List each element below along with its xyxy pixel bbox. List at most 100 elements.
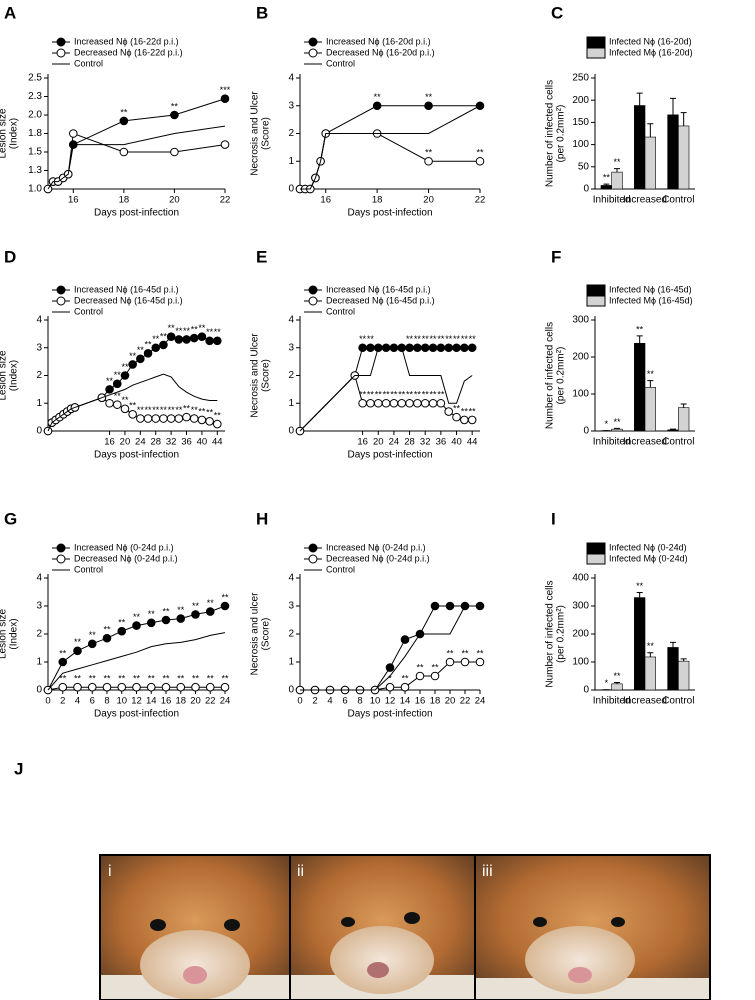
y-axis-label: (Score) xyxy=(261,618,272,651)
data-point xyxy=(400,682,410,692)
data-point xyxy=(220,94,230,104)
legend-marker xyxy=(308,285,318,295)
y-tick-label: 0 xyxy=(36,426,42,437)
legend-label: Increased Nϕ (16-45d p.i.) xyxy=(74,284,179,294)
significance-label: ** xyxy=(133,612,141,622)
x-tick-label: 4 xyxy=(327,696,332,707)
data-point xyxy=(413,343,422,353)
photo xyxy=(474,854,711,1000)
data-point xyxy=(87,682,97,692)
y-axis-label: Necrosis and ulcer xyxy=(250,592,261,675)
bar xyxy=(634,105,646,190)
data-point xyxy=(174,335,184,344)
significance-label: ** xyxy=(425,148,433,158)
y-tick-label: 3 xyxy=(288,100,294,111)
legend-label: Increased Nϕ (0-24d p.i.) xyxy=(74,542,174,552)
data-point xyxy=(119,116,129,126)
x-tick-label: 12 xyxy=(385,696,396,707)
x-tick-label: 16 xyxy=(161,696,172,707)
legend-label: Infected Nϕ (0-24d) xyxy=(609,542,687,552)
significance-label: ** xyxy=(375,390,383,400)
y-tick-label: 1.3 xyxy=(28,165,42,176)
significance-label: ** xyxy=(221,674,229,684)
data-point xyxy=(220,140,230,149)
significance-label: ** xyxy=(367,390,375,400)
legend-swatch xyxy=(586,542,606,554)
x-tick-label: 8 xyxy=(357,696,362,707)
legend-marker xyxy=(308,48,318,58)
data-point xyxy=(128,410,137,419)
significance-label: ** xyxy=(446,648,454,658)
significance-label: *** xyxy=(220,85,231,95)
y-axis-label: Lesion size xyxy=(0,350,9,400)
x-tick-label: 40 xyxy=(197,437,208,448)
data-point xyxy=(397,398,407,408)
y-tick-label: 0 xyxy=(583,426,589,437)
data-point xyxy=(73,682,82,692)
significance-label: ** xyxy=(453,334,461,344)
series-line xyxy=(47,373,218,432)
significance-label: ** xyxy=(114,370,122,380)
significance-label: ** xyxy=(406,334,414,344)
x-tick-label: 16 xyxy=(357,437,368,448)
significance-label: ** xyxy=(59,648,67,658)
significance-label: ** xyxy=(191,405,199,415)
legend-label: Infected Mϕ (16-45d) xyxy=(609,295,693,305)
y-tick-label: 1.8 xyxy=(28,128,42,139)
legend-label: Decreased Nϕ (16-45d p.i.) xyxy=(326,295,435,305)
x-tick-label: 12 xyxy=(131,696,142,707)
bar xyxy=(611,683,623,691)
significance-label: ** xyxy=(177,674,185,684)
significance-label: ** xyxy=(175,326,183,336)
legend-label: Increased Nϕ (16-20d p.i.) xyxy=(326,36,431,46)
data-point xyxy=(205,416,214,426)
x-tick-label: 10 xyxy=(116,696,127,707)
error-bar xyxy=(647,123,654,138)
y-tick-label: 0 xyxy=(288,426,294,437)
data-point xyxy=(182,412,191,422)
data-point xyxy=(146,682,156,692)
bar xyxy=(678,660,690,691)
data-point xyxy=(428,343,438,353)
significance-label: ** xyxy=(469,406,477,416)
data-point xyxy=(102,682,112,692)
x-axis-label: Days post-infection xyxy=(347,709,432,720)
bar xyxy=(667,429,679,432)
data-point xyxy=(444,407,453,416)
significance-label: ** xyxy=(647,641,655,651)
legend-swatch xyxy=(586,36,606,48)
significance-label: ** xyxy=(183,404,191,414)
data-point xyxy=(191,610,200,619)
x-tick-label: 28 xyxy=(404,437,415,448)
data-point xyxy=(176,614,186,623)
significance-label: ** xyxy=(152,405,160,415)
y-tick-label: 50 xyxy=(578,161,590,172)
panel-letter: G xyxy=(4,509,17,528)
error-bar xyxy=(636,592,643,598)
significance-label: ** xyxy=(445,334,453,344)
data-point xyxy=(128,360,137,369)
data-point xyxy=(420,398,430,408)
data-point xyxy=(430,671,440,681)
bar xyxy=(667,647,679,691)
data-point xyxy=(405,398,414,408)
significance-label: ** xyxy=(461,334,469,344)
legend-label: Infected Nϕ (16-20d) xyxy=(609,36,692,46)
y-tick-label: 1 xyxy=(288,398,294,409)
x-tick-label: 10 xyxy=(370,696,381,707)
legend-marker xyxy=(308,543,318,553)
data-point xyxy=(213,336,222,346)
x-tick-label: Increased xyxy=(623,195,667,206)
data-point xyxy=(161,615,171,625)
data-point xyxy=(460,657,470,667)
panel-letter: H xyxy=(256,509,268,528)
x-tick-label: 20 xyxy=(190,696,201,707)
legend-label: Control xyxy=(74,564,103,574)
data-point xyxy=(424,101,433,111)
significance-label: ** xyxy=(206,408,214,418)
significance-label: ** xyxy=(431,662,439,672)
y-tick-label: 3 xyxy=(36,342,42,353)
significance-label: ** xyxy=(118,618,126,628)
error-bar xyxy=(670,428,676,430)
data-point xyxy=(58,682,68,692)
